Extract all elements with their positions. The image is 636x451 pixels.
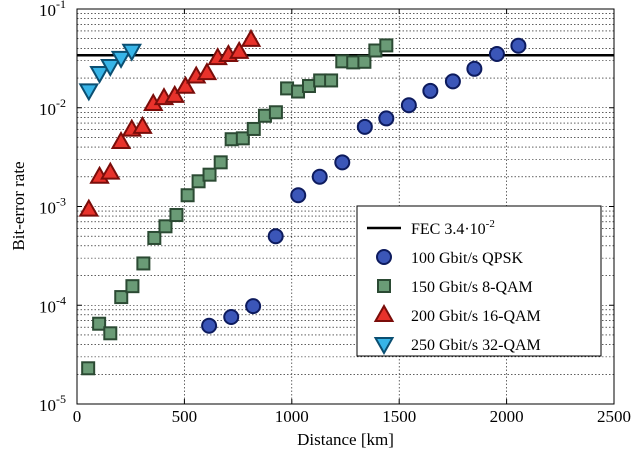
y-tick-label: 10-5 [39, 392, 66, 415]
legend-swatch [376, 249, 392, 265]
data-point [267, 228, 284, 245]
y-tick-label: 10-3 [39, 195, 66, 218]
data-point [164, 84, 185, 103]
data-point [125, 279, 140, 294]
data-point [175, 75, 196, 94]
data-point [510, 37, 527, 54]
x-tick-label: 1000 [275, 407, 309, 426]
legend-label: 200 Gbit/s 16-QAM [411, 308, 541, 325]
legend-label: 100 Gbit/s QPSK [411, 250, 523, 267]
data-point [114, 290, 129, 305]
data-point [110, 50, 132, 69]
data-point [466, 60, 483, 77]
data-point [240, 28, 262, 47]
data-point [223, 309, 240, 326]
data-point [311, 168, 328, 185]
legend-swatch [373, 303, 395, 322]
legend-label: 150 Gbit/s 8-QAM [411, 279, 533, 296]
data-point [78, 83, 100, 102]
data-point [290, 187, 307, 204]
data-point [488, 46, 505, 63]
axis-ticks: 0 500 1000 1500 2000 2500 10-1 10-2 10-3 10-4 10-5 [39, 0, 631, 426]
y-tick-label: 10-1 [39, 0, 66, 20]
data-point [235, 131, 250, 146]
data-point [378, 110, 395, 127]
data-point [100, 58, 121, 77]
data-point [147, 230, 162, 245]
data-point [180, 188, 195, 203]
series-2 [81, 38, 394, 376]
data-point [357, 54, 372, 69]
data-point [201, 317, 218, 334]
data-point [246, 121, 261, 136]
legend-swatch [373, 337, 395, 356]
data-point [110, 130, 132, 149]
x-axis-label: Distance [km] [297, 430, 394, 449]
data-point [81, 361, 96, 376]
data-point [444, 73, 461, 90]
data-point [196, 62, 218, 81]
series-4 [78, 43, 142, 102]
x-tick-label: 2500 [597, 407, 631, 426]
legend-label: 250 Gbit/s 32-QAM [411, 337, 541, 354]
data-point [379, 38, 394, 53]
data-point [121, 43, 142, 62]
data-point [89, 65, 110, 85]
y-tick-label: 10-2 [39, 96, 66, 119]
data-point [103, 326, 118, 341]
data-series [78, 28, 527, 376]
data-point [169, 208, 184, 223]
data-point [132, 115, 153, 134]
data-point [356, 118, 373, 135]
legend-swatch [377, 279, 391, 293]
x-tick-label: 500 [172, 407, 198, 426]
data-point [245, 298, 262, 315]
data-point [100, 161, 121, 180]
data-point [78, 198, 100, 217]
data-point [422, 82, 439, 99]
data-point [324, 73, 339, 88]
x-tick-label: 0 [73, 407, 82, 426]
data-point [202, 167, 217, 182]
data-point [213, 155, 228, 170]
legend: FEC 3.4·10-2 100 Gbit/s QPSK 150 Gbit/s 8-… [356, 205, 602, 357]
data-point [268, 105, 283, 120]
x-tick-label: 1500 [382, 407, 416, 426]
data-point [92, 316, 107, 331]
data-point [136, 256, 151, 271]
data-point [334, 154, 351, 171]
data-point [400, 97, 417, 114]
data-point [228, 40, 250, 59]
y-tick-label: 10-4 [39, 293, 66, 316]
series-1 [201, 37, 527, 334]
plot-frame [76, 8, 615, 405]
x-tick-label: 2000 [490, 407, 524, 426]
y-axis-label: Bit-error rate [9, 161, 28, 250]
data-point [158, 219, 173, 234]
legend-fec-label: FEC 3.4·10-2 [411, 218, 495, 238]
series-3 [78, 28, 262, 217]
legend-box [356, 205, 602, 357]
